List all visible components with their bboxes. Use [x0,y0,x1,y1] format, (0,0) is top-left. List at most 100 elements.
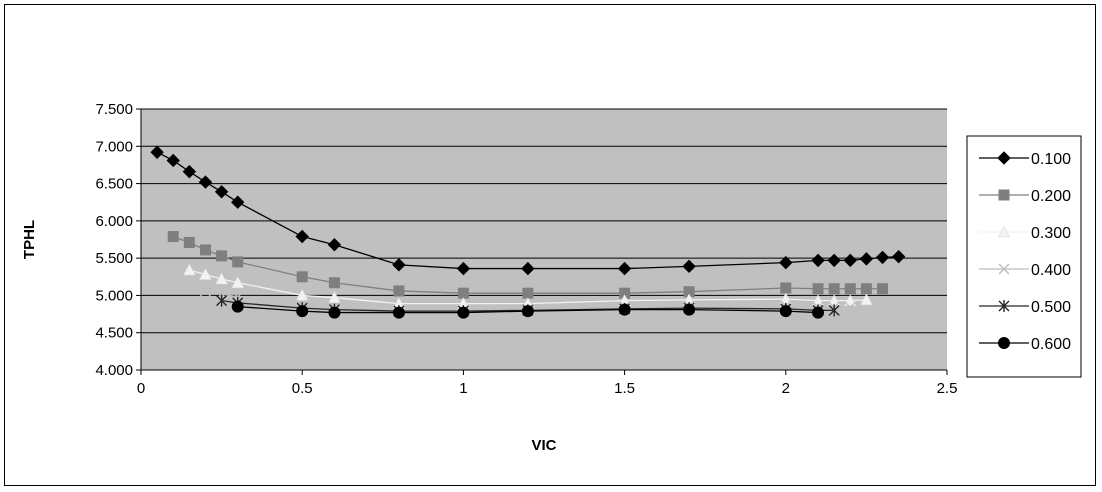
data-point [216,250,228,262]
data-point [844,301,856,313]
data-point [998,189,1010,201]
data-point [327,238,342,252]
data-point [182,164,197,179]
data-point [997,225,1011,238]
legend-label: 0.400 [1031,262,1071,279]
data-point [295,229,309,244]
data-point [215,272,229,285]
data-point [216,294,228,307]
data-point [859,293,873,306]
y-tick-label: 6.500 [95,176,133,193]
data-point [150,145,164,159]
data-point [779,305,792,318]
data-point [618,303,631,316]
data-point [167,231,179,243]
line-chart: 4.000 4.500 5.000 5.500 6.000 6.500 7.000 7.500… [21,101,1082,454]
legend-item: 0.400 [979,262,1071,279]
series-0.600 [231,300,825,319]
legend-item: 0.200 [979,188,1071,205]
x-tick-label: 2 [782,380,790,397]
x-tick-label: 0 [137,380,145,397]
data-point [328,306,341,319]
y-tick-label: 4.500 [95,325,133,342]
data-point [457,287,469,299]
data-point [811,253,825,268]
x-tick-label: 2.5 [937,380,958,397]
y-axis-label: TPHL [21,220,38,259]
x-axis-label: VIC [531,437,556,454]
series-line [237,305,819,314]
data-point [843,294,857,306]
data-point [295,288,309,301]
y-tick-label: 5.000 [95,287,133,304]
data-point [231,300,244,313]
data-point [828,283,840,295]
x-tick-label: 0.5 [292,380,313,397]
data-point [392,258,406,272]
data-point [682,259,696,274]
data-point [843,253,857,268]
data-point [328,277,340,289]
data-point [214,185,229,199]
gridlines [141,108,947,371]
legend-label: 0.600 [1031,336,1071,353]
axis-ticks: 4.000 4.500 5.000 5.500 6.000 6.500 7.000 7.500… [95,101,957,397]
data-point [617,261,632,276]
y-tick-label: 4.000 [95,362,133,379]
legend-item: 0.100 [979,151,1071,168]
legend-item: 0.500 [979,299,1071,316]
data-point [296,271,308,283]
data-point [859,252,874,266]
data-point [812,306,825,319]
data-point [827,253,841,268]
data-point [166,153,180,168]
data-point [199,244,211,256]
legend-box [966,135,1082,378]
data-point [998,337,1010,349]
data-point [328,291,341,303]
series-line [205,290,851,311]
data-point [198,175,213,189]
data-point [199,285,211,297]
data-point [392,306,405,319]
data-point [456,261,471,276]
legend-item: 0.600 [979,336,1071,353]
data-point [812,283,824,295]
legend: 0.100 0.200 0.300 0.400 0.500 0.600 [966,135,1082,378]
legend-label: 0.100 [1031,151,1071,168]
data-point [998,300,1010,312]
legend-label: 0.300 [1031,225,1071,242]
data-point [522,287,534,299]
data-point [780,282,792,294]
x-tick-label: 1.5 [614,380,635,397]
data-point [232,256,244,268]
data-point [199,268,212,280]
data-point [877,283,889,295]
data-point [875,250,890,265]
legend-label: 0.500 [1031,299,1071,316]
x-tick-label: 1 [459,380,467,397]
data-point [296,305,309,318]
data-point [183,236,195,248]
data-point [997,151,1011,165]
data-point [231,276,245,289]
y-tick-label: 6.000 [95,213,133,230]
data-point [844,283,856,295]
chart-frame: 4.000 4.500 5.000 5.500 6.000 6.500 7.000 7.500… [4,4,1096,486]
series-0.100 [150,145,906,276]
data-point [521,261,535,276]
data-point [231,195,245,209]
series-0.200 [167,231,889,299]
legend-label: 0.200 [1031,188,1071,205]
data-point [891,249,906,264]
data-point [393,285,405,297]
data-point [779,255,793,270]
data-point [828,304,840,317]
series-line [189,269,867,305]
data-point [860,283,872,295]
series-layer [150,145,906,319]
data-point [182,263,196,276]
y-tick-label: 7.000 [95,138,133,155]
plot-area [141,109,947,370]
data-point [457,306,470,319]
